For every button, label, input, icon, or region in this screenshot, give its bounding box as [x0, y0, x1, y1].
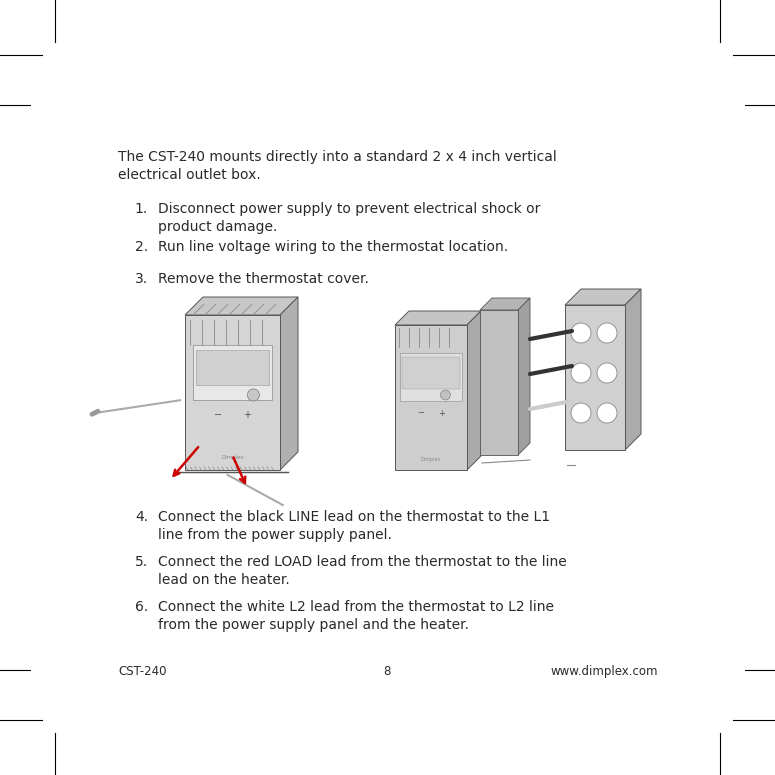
Text: Dimplex: Dimplex: [421, 457, 441, 463]
Text: Remove the thermostat cover.: Remove the thermostat cover.: [158, 272, 369, 286]
Text: www.dimplex.com: www.dimplex.com: [550, 665, 658, 678]
Circle shape: [247, 389, 260, 401]
Polygon shape: [280, 297, 298, 470]
Text: 2.: 2.: [135, 240, 148, 254]
Polygon shape: [185, 297, 298, 315]
Text: 4.: 4.: [135, 510, 148, 524]
Text: −: −: [417, 408, 424, 418]
Text: +: +: [243, 410, 251, 420]
Text: Disconnect power supply to prevent electrical shock or: Disconnect power supply to prevent elect…: [158, 202, 540, 216]
Polygon shape: [480, 298, 530, 310]
Bar: [196, 350, 269, 385]
Text: 5.: 5.: [135, 555, 148, 569]
Text: electrical outlet box.: electrical outlet box.: [118, 168, 260, 182]
Bar: [193, 345, 272, 400]
Polygon shape: [625, 289, 641, 450]
Text: Dimplex: Dimplex: [221, 456, 244, 460]
Text: −: −: [214, 410, 222, 420]
Circle shape: [597, 403, 617, 423]
Circle shape: [597, 363, 617, 383]
Polygon shape: [395, 311, 481, 325]
Text: 8: 8: [384, 665, 391, 678]
Text: Connect the white L2 lead from the thermostat to L2 line: Connect the white L2 lead from the therm…: [158, 600, 554, 614]
Polygon shape: [395, 325, 467, 470]
Circle shape: [440, 390, 450, 400]
Circle shape: [571, 363, 591, 383]
Text: product damage.: product damage.: [158, 220, 277, 234]
Circle shape: [571, 403, 591, 423]
Text: Connect the black LINE lead on the thermostat to the L1: Connect the black LINE lead on the therm…: [158, 510, 550, 524]
Polygon shape: [467, 311, 481, 470]
Text: lead on the heater.: lead on the heater.: [158, 573, 290, 587]
Polygon shape: [185, 315, 280, 470]
Bar: [400, 353, 462, 401]
Polygon shape: [518, 298, 530, 455]
Text: 3.: 3.: [135, 272, 148, 286]
Text: The CST-240 mounts directly into a standard 2 x 4 inch vertical: The CST-240 mounts directly into a stand…: [118, 150, 556, 164]
Text: CST-240: CST-240: [118, 665, 167, 678]
Polygon shape: [565, 289, 641, 305]
Bar: [402, 357, 460, 389]
Polygon shape: [565, 305, 625, 450]
Text: Run line voltage wiring to the thermostat location.: Run line voltage wiring to the thermosta…: [158, 240, 508, 254]
Text: from the power supply panel and the heater.: from the power supply panel and the heat…: [158, 618, 469, 632]
Text: Connect the red LOAD lead from the thermostat to the line: Connect the red LOAD lead from the therm…: [158, 555, 567, 569]
Polygon shape: [480, 310, 518, 455]
Text: line from the power supply panel.: line from the power supply panel.: [158, 528, 392, 542]
Text: 6.: 6.: [135, 600, 148, 614]
Circle shape: [597, 323, 617, 343]
Text: +: +: [439, 408, 445, 418]
Circle shape: [571, 323, 591, 343]
Text: 1.: 1.: [135, 202, 148, 216]
